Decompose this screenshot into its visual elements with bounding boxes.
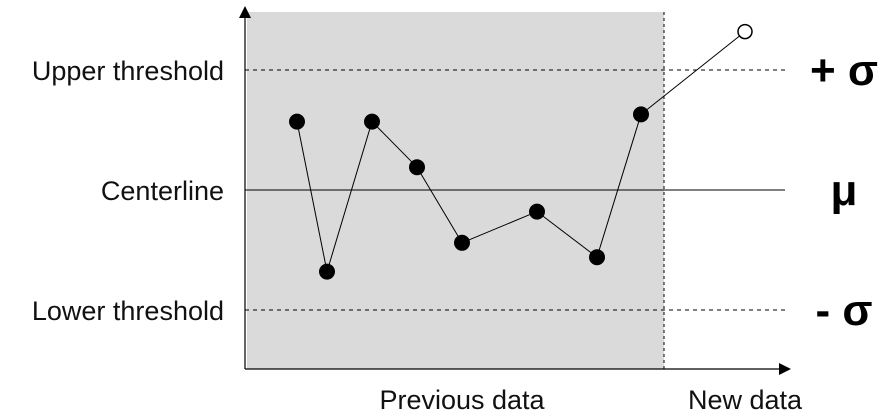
- lower-threshold-label: Lower threshold: [32, 296, 224, 326]
- upper-threshold-symbol: + σ: [810, 46, 878, 95]
- data-point: [289, 113, 305, 130]
- series-segment: [416, 166, 463, 244]
- series-segment: [640, 31, 746, 115]
- data-point: [364, 113, 380, 130]
- series-segment: [326, 121, 373, 272]
- series-segment: [536, 211, 598, 258]
- centerline-label: Centerline: [101, 176, 224, 206]
- series-segment: [596, 114, 642, 258]
- series-segment: [296, 121, 328, 272]
- data-point: [454, 234, 470, 251]
- data-point: [529, 203, 545, 220]
- series-segment: [461, 211, 538, 244]
- new-data-label: New data: [688, 385, 803, 415]
- series-segment: [371, 121, 418, 168]
- data-point: [633, 106, 649, 123]
- lower-threshold-symbol: - σ: [816, 286, 873, 335]
- upper-threshold-label: Upper threshold: [32, 56, 224, 86]
- new-data-point: [737, 23, 753, 40]
- previous-data-label: Previous data: [379, 385, 545, 415]
- data-point: [319, 263, 335, 280]
- data-point: [409, 159, 425, 176]
- centerline-symbol: μ: [831, 166, 858, 215]
- data-point: [589, 249, 605, 266]
